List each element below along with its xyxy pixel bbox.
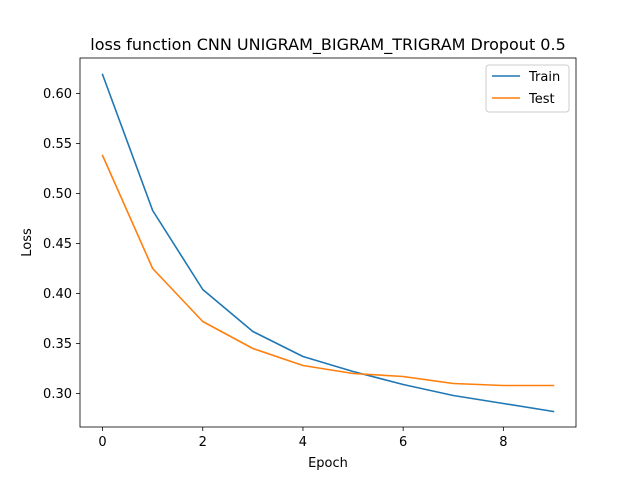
y-axis-label: Loss xyxy=(20,228,35,257)
x-tick-label: 2 xyxy=(199,435,207,450)
chart-title: loss function CNN UNIGRAM_BIGRAM_TRIGRAM… xyxy=(90,35,566,55)
plot-area xyxy=(79,57,577,428)
x-tick-label: 4 xyxy=(299,435,307,450)
x-axis-label: Epoch xyxy=(308,456,348,471)
legend-label-test: Test xyxy=(528,92,555,107)
y-tick-label: 0.40 xyxy=(43,287,72,302)
y-tick-label: 0.35 xyxy=(43,337,72,352)
y-tick-label: 0.60 xyxy=(43,87,72,102)
x-tick-label: 0 xyxy=(98,435,106,450)
x-tick-label: 6 xyxy=(399,435,407,450)
y-tick-label: 0.30 xyxy=(43,387,72,402)
y-axis: 0.30 0.35 0.40 0.45 0.50 0.55 0.60 xyxy=(43,87,80,402)
y-tick-label: 0.45 xyxy=(43,237,72,252)
plot-frame xyxy=(79,57,577,428)
x-tick-label: 8 xyxy=(499,435,507,450)
series-line-test xyxy=(101,154,555,387)
x-axis: 0 2 4 6 8 xyxy=(98,427,507,450)
y-tick-label: 0.55 xyxy=(43,137,72,152)
series-lines xyxy=(101,73,555,413)
y-tick-label: 0.50 xyxy=(43,187,72,202)
legend: Train Test xyxy=(485,64,570,113)
legend-label-train: Train xyxy=(528,70,560,85)
series-line-train xyxy=(101,73,555,413)
